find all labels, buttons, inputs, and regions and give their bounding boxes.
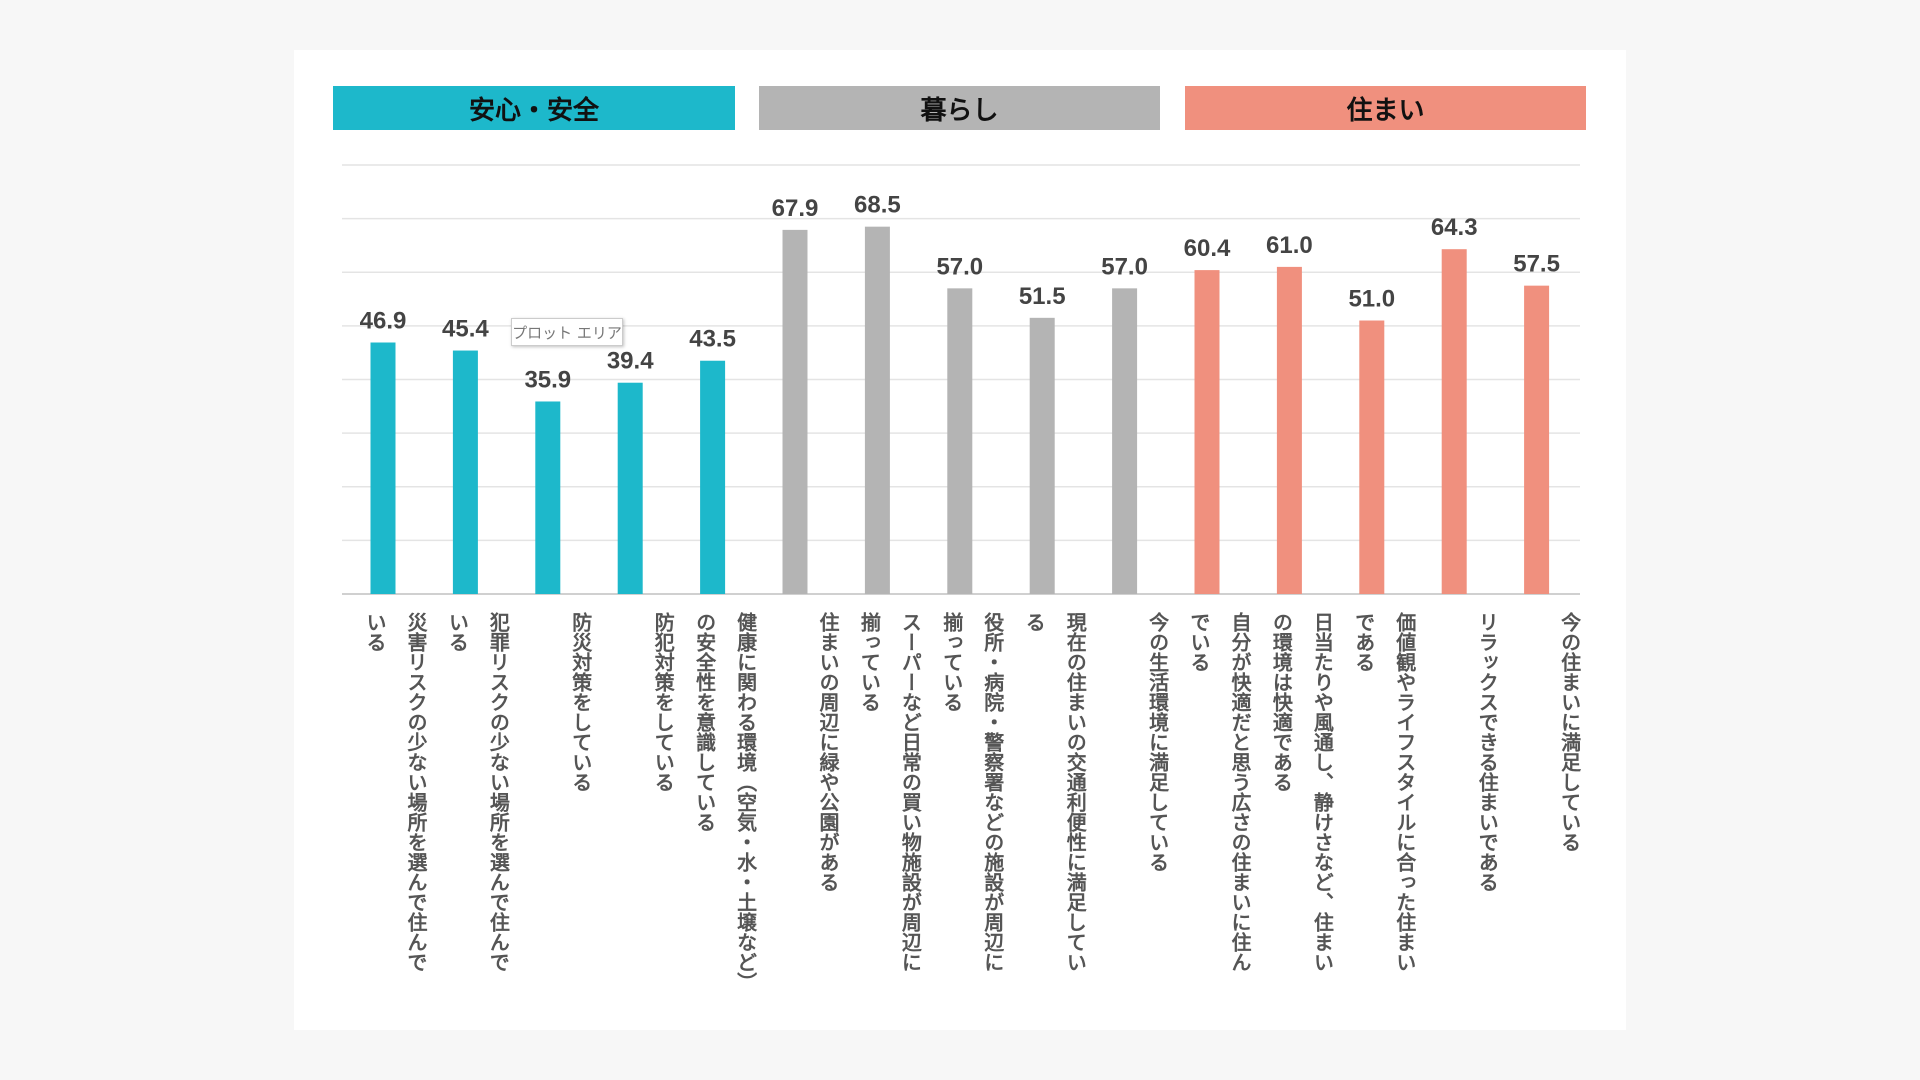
x-tick-label: 犯罪リスクの少ない場所を選んで住んでいる bbox=[445, 612, 511, 972]
bar bbox=[864, 226, 890, 594]
group-header-living: 暮らし bbox=[759, 86, 1160, 130]
data-label: 39.4 bbox=[607, 348, 654, 375]
bar bbox=[1029, 317, 1055, 594]
data-label: 46.9 bbox=[360, 307, 407, 334]
bar bbox=[1524, 285, 1550, 594]
bar bbox=[700, 360, 726, 594]
bar bbox=[617, 382, 643, 594]
plot-area-tooltip: プロット エリア bbox=[511, 318, 623, 346]
data-label: 67.9 bbox=[772, 195, 819, 222]
bar bbox=[1441, 249, 1467, 594]
group-header-housing: 住まい bbox=[1185, 86, 1586, 130]
data-label: 57.0 bbox=[936, 253, 983, 280]
data-label: 57.5 bbox=[1513, 251, 1560, 278]
x-tick-label: 現在の住まいの交通利便性に満足している bbox=[1022, 612, 1088, 972]
bar bbox=[782, 229, 808, 595]
x-tick-label: 防災対策をしている bbox=[568, 612, 593, 792]
bar bbox=[1276, 266, 1302, 594]
data-label: 60.4 bbox=[1184, 235, 1231, 262]
data-label: 61.0 bbox=[1266, 232, 1313, 259]
bar bbox=[1194, 270, 1220, 594]
data-label: 51.0 bbox=[1348, 286, 1395, 313]
x-tick-label: 今の住まいに満足している bbox=[1557, 612, 1582, 852]
x-tick-label: リラックスできる住まいである bbox=[1475, 612, 1500, 892]
x-tick-label: 日当たりや風通し、静けさなど、住まいの環境は快適である bbox=[1269, 612, 1335, 972]
data-label: 43.5 bbox=[689, 326, 736, 353]
data-label: 51.5 bbox=[1019, 283, 1066, 310]
data-label: 64.3 bbox=[1431, 214, 1478, 241]
data-label: 57.0 bbox=[1101, 253, 1148, 280]
x-tick-label: 防犯対策をしている bbox=[651, 612, 676, 792]
bar bbox=[947, 288, 973, 594]
data-label: 35.9 bbox=[524, 366, 571, 393]
bar bbox=[1112, 288, 1138, 594]
bar bbox=[370, 342, 396, 594]
x-tick-label: スーパーなど日常の買い物施設が周辺に揃っている bbox=[857, 612, 923, 972]
bar bbox=[1359, 320, 1385, 594]
bar bbox=[452, 350, 478, 594]
x-tick-label: 健康に関わる環境（空気・水・土壌など）の安全性を意識している bbox=[692, 612, 758, 982]
x-tick-label: 住まいの周辺に緑や公園がある bbox=[816, 612, 840, 892]
data-label: 45.4 bbox=[442, 316, 489, 343]
x-tick-label: 今の生活環境に満足している bbox=[1145, 612, 1170, 872]
data-label: 68.5 bbox=[854, 192, 901, 219]
bar bbox=[535, 401, 561, 594]
x-tick-label: 役所・病院・警察署などの施設が周辺に揃っている bbox=[939, 612, 1005, 972]
x-tick-label: 災害リスクの少ない場所を選んで住んでいる bbox=[363, 612, 428, 972]
x-tick-label: 価値観やライフスタイルに合った住まいである bbox=[1351, 612, 1417, 972]
x-tick-label: 自分が快適だと思う広さの住まいに住んでいる bbox=[1187, 612, 1252, 972]
group-header-safety: 安心・安全 bbox=[333, 86, 735, 130]
